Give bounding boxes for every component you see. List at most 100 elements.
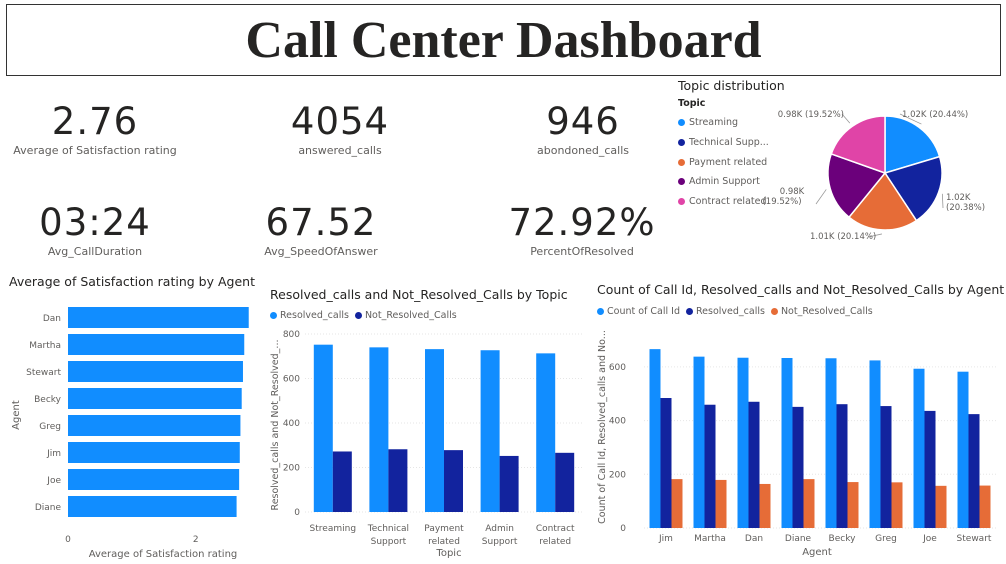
topic-bar-chart-title: Resolved_calls and Not_Resolved_Calls by… <box>270 287 568 302</box>
kpi-card-satisfaction[interactable]: 2.76 Average of Satisfaction rating <box>5 100 185 157</box>
bar[interactable] <box>649 349 661 528</box>
x-tick-label: Diane <box>785 534 812 544</box>
bar[interactable] <box>660 398 672 528</box>
bar[interactable] <box>836 404 848 528</box>
bar[interactable] <box>792 406 804 528</box>
bar[interactable] <box>847 482 859 528</box>
y-tick-label: Dan <box>43 314 61 324</box>
x-tick-label: Greg <box>875 534 897 544</box>
x-axis-label: Topic <box>435 548 461 559</box>
pie-leader-line <box>867 233 883 238</box>
pie-legend-item[interactable]: Payment related <box>678 152 769 172</box>
bar[interactable] <box>913 368 925 528</box>
pie-slice[interactable] <box>830 115 886 175</box>
bar[interactable] <box>499 455 519 512</box>
pie-legend-item[interactable]: Contract related <box>678 192 769 212</box>
bar[interactable] <box>924 410 936 528</box>
bar[interactable] <box>388 449 408 512</box>
pie-legend-title: Topic <box>678 98 706 109</box>
bar[interactable] <box>825 358 837 528</box>
bar[interactable] <box>444 450 463 512</box>
bar[interactable] <box>979 485 991 528</box>
bar[interactable] <box>737 357 749 528</box>
bar[interactable] <box>935 485 947 528</box>
kpi-card-percent-resolved[interactable]: 72.92% PercentOfResolved <box>492 201 672 258</box>
y-tick-label: 600 <box>609 363 626 373</box>
kpi-card-speed-of-answer[interactable]: 67.52 Avg_SpeedOfAnswer <box>231 201 411 258</box>
pie-legend-label: Payment related <box>689 156 768 168</box>
kpi-label: abondoned_calls <box>537 144 629 157</box>
agent-calls-bar-chart[interactable]: 0 200 400 600 Jim Martha Dan Diane Becky Greg Joe S… <box>592 322 1002 564</box>
bar[interactable] <box>759 483 771 528</box>
topic-pie-chart[interactable]: 1.02K (20.44%) 1.02K(20.38%) 1.01K (20.14%… <box>762 100 1002 250</box>
agent-satisfaction-bar-chart[interactable]: Dan Martha Stewart Becky Greg Jim Joe Diane 0 2 Av… <box>0 295 260 564</box>
bar[interactable] <box>869 360 881 528</box>
legend-item-resolved[interactable]: Resolved_calls <box>686 306 765 317</box>
bar[interactable] <box>68 415 241 436</box>
bar[interactable] <box>369 347 389 512</box>
kpi-label: Avg_SpeedOfAnswer <box>264 245 378 258</box>
x-tick-label: Streaming <box>310 524 356 534</box>
x-tick-label: related <box>539 537 571 547</box>
bar[interactable] <box>313 344 333 512</box>
kpi-card-call-duration[interactable]: 03:24 Avg_CallDuration <box>5 201 185 258</box>
bar[interactable] <box>332 451 352 512</box>
bar[interactable] <box>693 356 705 528</box>
y-tick-label: Martha <box>29 341 61 351</box>
legend-item-resolved[interactable]: Resolved_calls <box>270 310 349 321</box>
pie-legend-item[interactable]: Admin Support <box>678 172 769 192</box>
y-tick-label: Joe <box>46 476 61 486</box>
kpi-label: answered_calls <box>298 144 382 157</box>
pie-data-label: 1.02K (20.44%) <box>902 110 968 120</box>
bar[interactable] <box>480 350 500 512</box>
bar[interactable] <box>68 307 249 328</box>
bar[interactable] <box>715 479 727 528</box>
x-tick-label: Support <box>482 537 518 547</box>
bar[interactable] <box>748 401 760 528</box>
bar[interactable] <box>803 479 815 528</box>
topic-bar-chart[interactable]: 0 200 400 600 800 Streaming Technical Support Pa… <box>265 325 585 564</box>
legend-dot-icon <box>770 308 778 315</box>
legend-item-not-resolved[interactable]: Not_Resolved_Calls <box>770 306 873 317</box>
kpi-label: Average of Satisfaction rating <box>13 144 177 157</box>
bar[interactable] <box>68 361 243 382</box>
bar[interactable] <box>671 479 683 528</box>
bar[interactable] <box>536 353 556 512</box>
x-axis-label: Agent <box>802 547 832 558</box>
legend-item-not-resolved[interactable]: Not_Resolved_Calls <box>354 310 457 321</box>
bar[interactable] <box>957 371 969 528</box>
x-tick-label: Contract <box>536 524 575 534</box>
bar[interactable] <box>781 357 793 528</box>
bar[interactable] <box>704 404 716 528</box>
pie-slice[interactable] <box>847 171 918 231</box>
legend-item-count[interactable]: Count of Call Id <box>597 306 680 317</box>
bar[interactable] <box>555 452 575 512</box>
pie-leader-line <box>815 189 827 205</box>
x-tick-label: Technical <box>367 524 409 534</box>
pie-leader-line <box>899 113 922 125</box>
legend-dot-icon <box>354 312 362 319</box>
bar[interactable] <box>425 349 444 512</box>
pie-data-label: 1.01K (20.14%) <box>810 232 876 242</box>
kpi-card-answered-calls[interactable]: 4054 answered_calls <box>250 100 430 157</box>
bar[interactable] <box>68 442 240 463</box>
bar[interactable] <box>68 388 242 409</box>
pie-slice[interactable] <box>883 155 943 222</box>
legend-label: Not_Resolved_Calls <box>780 306 873 317</box>
x-tick-label: Joe <box>922 534 937 544</box>
pie-leader-line <box>941 193 944 209</box>
bar[interactable] <box>68 334 245 355</box>
y-tick-label: 200 <box>283 464 300 474</box>
bar[interactable] <box>68 496 237 517</box>
pie-legend-item[interactable]: Technical Supp... <box>678 133 769 153</box>
kpi-card-abandoned-calls[interactable]: 946 abondoned_calls <box>493 100 673 157</box>
bar[interactable] <box>968 414 980 528</box>
bar[interactable] <box>880 406 892 528</box>
y-tick-label: 200 <box>609 470 626 480</box>
bar[interactable] <box>891 482 903 528</box>
pie-slice[interactable] <box>827 152 887 219</box>
pie-slice[interactable] <box>884 115 941 175</box>
kpi-value: 72.92% <box>508 201 656 244</box>
bar[interactable] <box>68 469 240 490</box>
pie-legend-item[interactable]: Streaming <box>678 113 769 133</box>
